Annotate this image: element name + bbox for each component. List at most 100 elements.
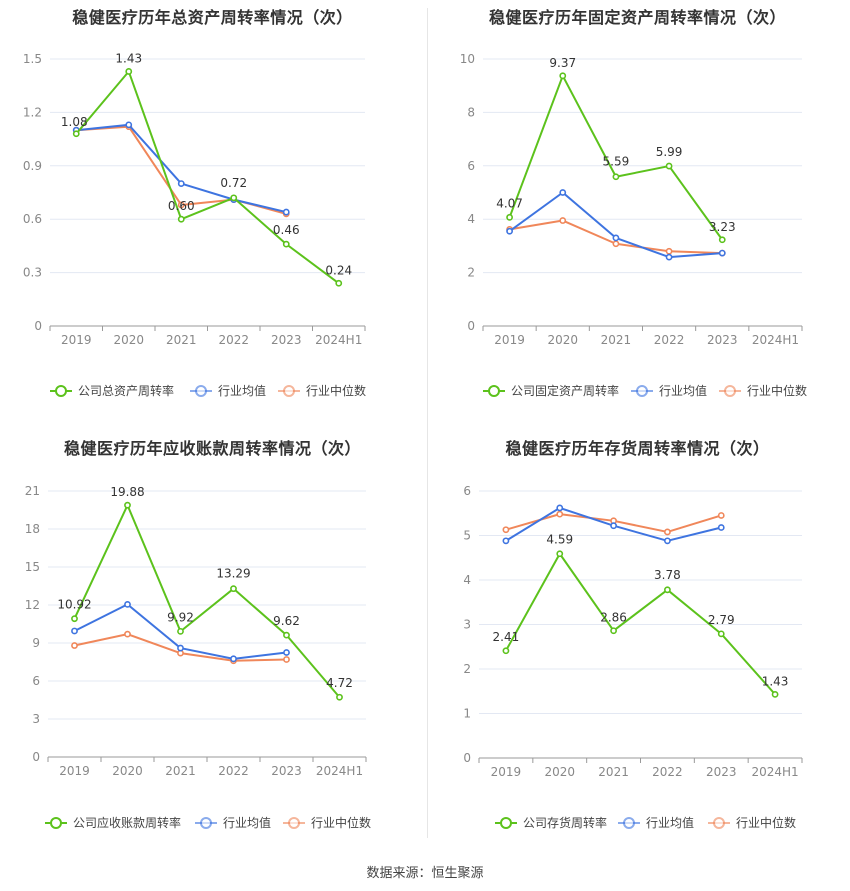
data-point-avg — [177, 180, 185, 187]
data-point-median — [283, 656, 290, 663]
y-tick-label: 2 — [467, 266, 475, 280]
data-point-median — [612, 240, 620, 248]
data-point-company — [230, 194, 238, 202]
legend-marker — [488, 385, 500, 397]
legend-marker — [713, 817, 725, 829]
legend-marker — [623, 817, 635, 829]
x-tick-label: 2024H1 — [752, 333, 799, 347]
data-point-avg — [283, 649, 290, 656]
data-point-company — [177, 215, 185, 223]
data-label: 4.72 — [326, 676, 353, 690]
x-tick-label: 2022 — [654, 333, 685, 347]
data-point-company — [283, 631, 290, 639]
data-point-company — [124, 501, 131, 509]
data-point-avg — [502, 537, 510, 545]
data-point-company — [559, 72, 567, 80]
x-tick-label: 2019 — [59, 764, 90, 778]
y-tick-label: 6 — [467, 159, 475, 173]
data-point-company — [282, 240, 290, 248]
legend-item-median: 行业中位数 — [278, 383, 366, 398]
data-point-avg — [612, 234, 620, 242]
data-point-company — [610, 627, 617, 635]
chart-receivables-turnover: 稳健医疗历年应收账款周转率情况（次） 0 3 6 9 12 15 18 21 2019 2020 2… — [0, 430, 425, 860]
data-point-median — [664, 528, 671, 536]
y-tick-label: 6 — [32, 674, 40, 688]
data-label: 1.43 — [115, 51, 142, 65]
data-point-median — [177, 201, 185, 209]
data-point-company — [230, 585, 237, 593]
data-label: 9.92 — [167, 610, 194, 624]
x-tick-label: 2020 — [547, 333, 578, 347]
chart-title: 稳健医疗历年固定资产周转率情况（次） — [488, 8, 786, 27]
data-point-company — [556, 550, 564, 558]
data-point-median — [502, 526, 510, 534]
data-label: 9.62 — [273, 614, 300, 628]
legend-marker — [195, 385, 207, 397]
chart-svg: 0 2 4 6 8 10 2019 2020 2021 2022 2023 2024H1 4.07 9.3… — [460, 52, 807, 398]
data-source-note: 数据来源：恒生聚源 — [366, 866, 484, 881]
y-tick-label: 10 — [460, 52, 475, 66]
legend-marker — [200, 817, 212, 829]
legend-label: 行业中位数 — [747, 383, 807, 398]
x-tick-label: 2020 — [113, 333, 144, 347]
y-tick-label: 0 — [34, 319, 42, 333]
y-tick-label: 9 — [32, 636, 40, 650]
x-tick-label: 2020 — [544, 765, 575, 779]
data-label: 5.59 — [603, 155, 630, 169]
legend-item-company: 公司固定资产周转率 — [483, 383, 619, 398]
legend-item-median: 行业中位数 — [708, 815, 796, 830]
legend-label: 行业均值 — [659, 383, 707, 398]
legend-item-median: 行业中位数 — [719, 383, 807, 398]
x-tick-label: 2021 — [165, 764, 196, 778]
legend-item-company: 公司存货周转率 — [495, 815, 607, 830]
series-line-company — [505, 552, 776, 696]
data-point-avg — [610, 522, 617, 530]
data-point-company — [717, 630, 725, 638]
x-tick-label: 2022 — [652, 765, 683, 779]
legend-marker — [500, 817, 512, 829]
data-point-company — [71, 615, 78, 623]
x-tick-label: 2021 — [601, 333, 632, 347]
data-point-avg — [177, 644, 184, 652]
data-point-company — [502, 647, 510, 655]
legend-label: 行业均值 — [223, 815, 271, 830]
data-label: 0.46 — [273, 223, 300, 237]
data-label: 13.29 — [216, 567, 250, 581]
y-tick-label: 15 — [25, 560, 40, 574]
data-point-median — [556, 510, 564, 518]
legend-item-median: 行业中位数 — [283, 815, 371, 830]
data-label: 5.99 — [656, 145, 683, 159]
data-label: 0.72 — [220, 176, 247, 190]
x-tick-label: 2024H1 — [751, 765, 798, 779]
data-point-company — [665, 162, 673, 170]
legend-label: 行业中位数 — [736, 815, 796, 830]
legend-label: 行业均值 — [218, 383, 266, 398]
x-tick-label: 2019 — [61, 333, 92, 347]
y-tick-label: 6 — [463, 484, 471, 498]
data-point-company — [125, 68, 133, 75]
y-tick-label: 1.5 — [23, 52, 42, 66]
data-point-avg — [665, 253, 673, 261]
data-point-avg — [556, 504, 564, 512]
legend-item-avg: 行业均值 — [631, 383, 707, 398]
x-tick-label: 2023 — [271, 764, 302, 778]
legend-label: 公司存货周转率 — [523, 815, 607, 830]
data-point-avg — [282, 208, 290, 216]
data-point-avg — [717, 524, 725, 531]
data-point-company — [72, 130, 80, 138]
legend-item-company: 公司应收账款周转率 — [45, 815, 181, 830]
data-label: 19.88 — [110, 485, 144, 499]
x-tick-label: 2023 — [707, 333, 738, 347]
x-tick-label: 2024H1 — [315, 333, 362, 347]
legend-marker — [724, 385, 736, 397]
data-point-avg — [559, 189, 567, 196]
y-tick-label: 8 — [467, 105, 475, 119]
x-tick-label: 2021 — [598, 765, 629, 779]
legend-label: 行业均值 — [646, 815, 694, 830]
y-tick-label: 21 — [25, 484, 40, 498]
panel-divider — [427, 8, 428, 838]
chart-title: 稳健医疗历年应收账款周转率情况（次） — [63, 439, 361, 458]
data-label: 1.43 — [762, 674, 789, 688]
data-label: 4.07 — [496, 196, 523, 210]
y-tick-label: 1 — [463, 707, 471, 721]
